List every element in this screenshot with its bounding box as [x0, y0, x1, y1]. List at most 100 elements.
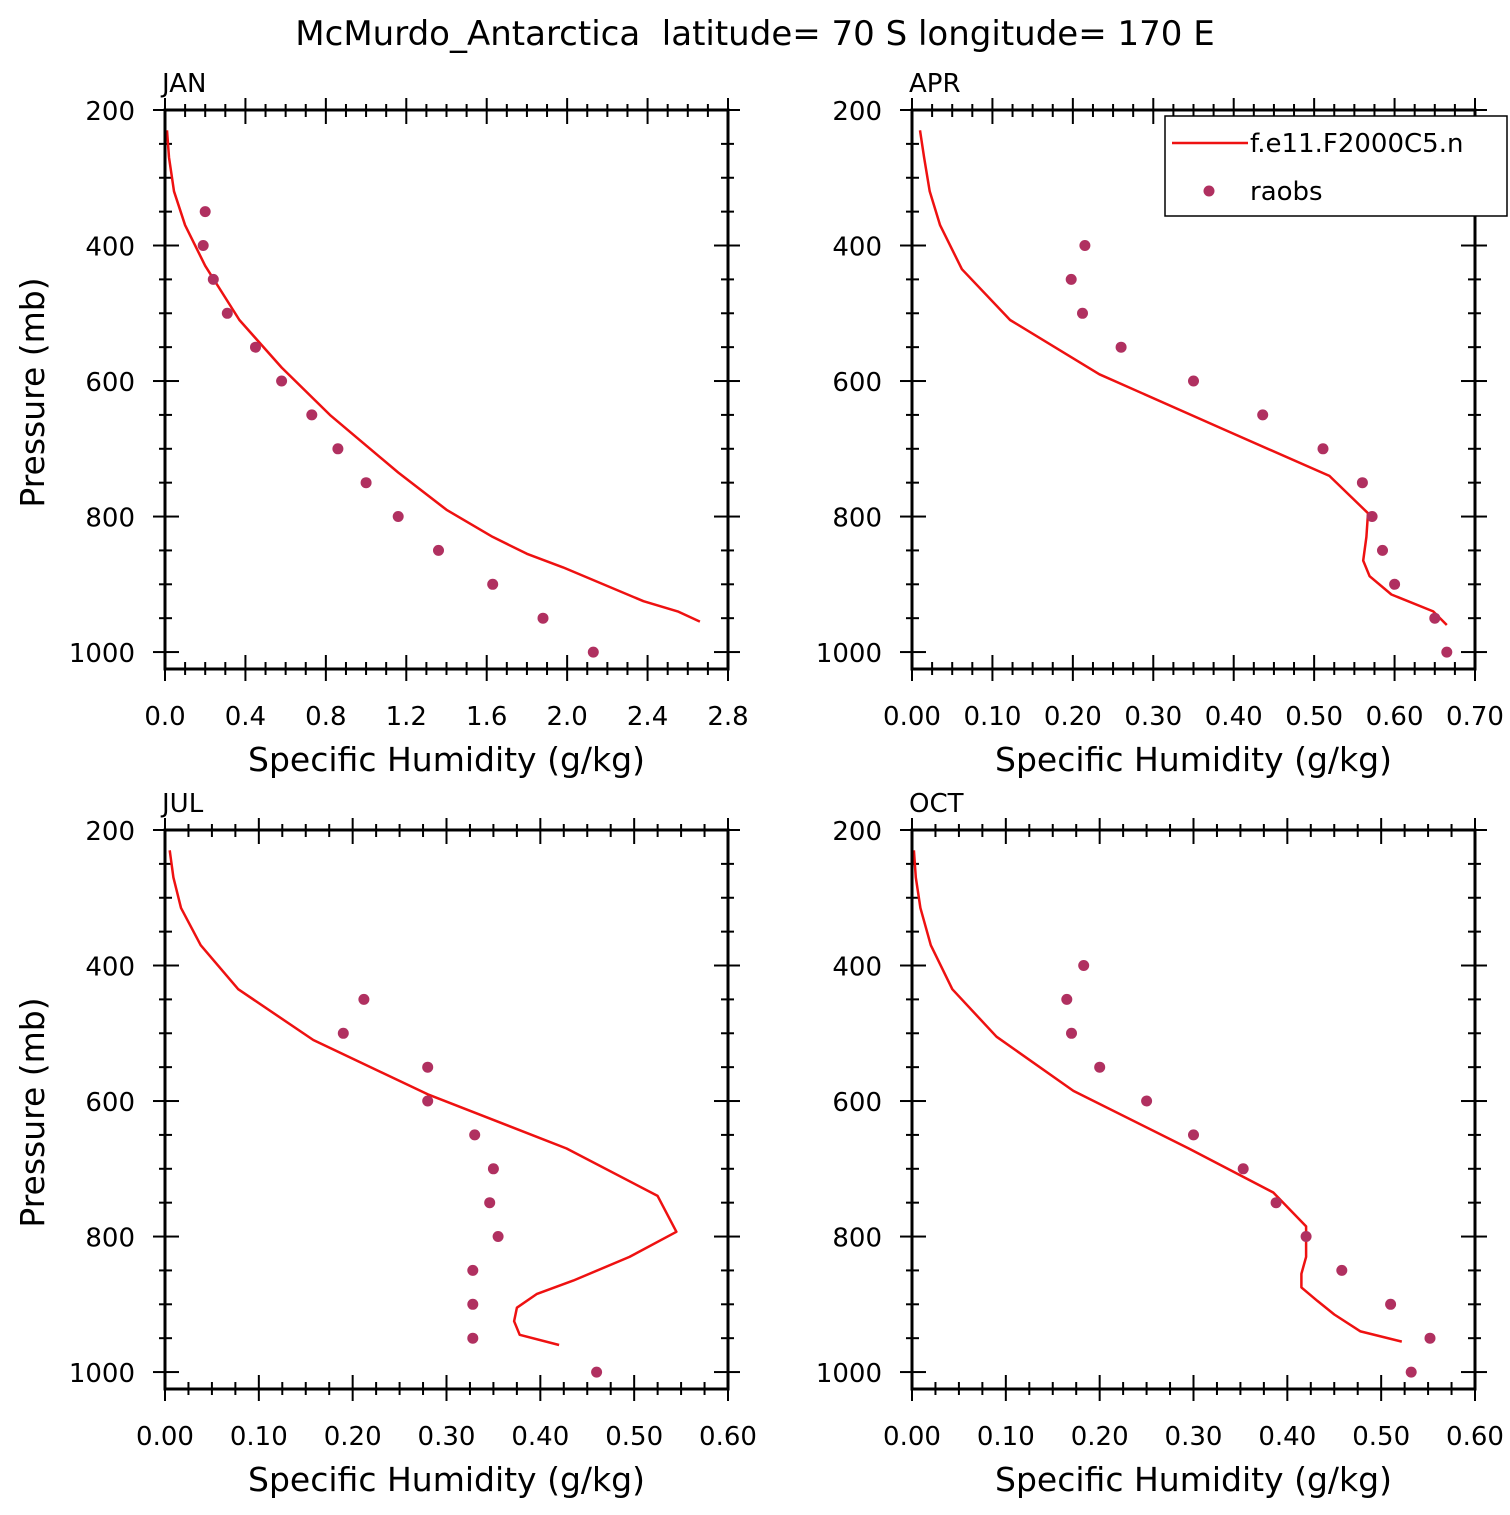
legend-box: [1164, 115, 1508, 217]
y-tick-label: 400: [832, 953, 882, 983]
x-tick-label: 0.60: [1366, 702, 1424, 732]
x-tick-label: 0.50: [1285, 702, 1343, 732]
model-line-oct: [912, 850, 1403, 1343]
plot-frame: [163, 108, 730, 671]
x-axis-label: Specific Humidity (g/kg): [995, 1460, 1392, 1499]
raobs-point: [1115, 341, 1127, 353]
x-tick-label: 2.8: [707, 702, 748, 732]
x-tick-label: 0.00: [883, 1422, 941, 1452]
raobs-point: [1257, 409, 1269, 421]
raobs-series-oct: [1061, 960, 1436, 1378]
panel-label-jan: JAN: [160, 69, 206, 99]
y-tick-label: 600: [832, 1088, 882, 1118]
raobs-point: [467, 1264, 479, 1276]
raobs-point: [1141, 1095, 1153, 1107]
raobs-point: [1078, 960, 1090, 971]
raobs-point: [1077, 307, 1088, 319]
x-tick-label: 0.60: [699, 1422, 757, 1452]
raobs-point: [422, 1061, 434, 1073]
raobs-point: [1237, 1163, 1249, 1175]
raobs-series-jan: [197, 206, 599, 658]
raobs-point: [591, 1366, 603, 1378]
raobs-point: [306, 409, 318, 421]
y-tick-label: 800: [85, 504, 135, 534]
y-tick-label: 1000: [69, 1359, 135, 1389]
x-tick-label: 0.30: [1124, 702, 1182, 732]
model-series-oct: [912, 850, 1403, 1343]
raobs-point: [392, 511, 404, 522]
x-tick-label: 0.70: [1446, 702, 1504, 732]
y-axis-label: Pressure (mb): [13, 997, 52, 1227]
raobs-point: [433, 544, 444, 556]
y-tick-label: 1000: [69, 639, 135, 669]
legend-entry-label: raobs: [1250, 177, 1323, 207]
raobs-point: [199, 206, 211, 218]
raobs-point: [332, 443, 344, 455]
x-tick-label: 0.40: [1258, 1422, 1316, 1452]
raobs-point: [1061, 993, 1073, 1005]
raobs-point: [360, 477, 372, 489]
model-series-jul: [168, 850, 678, 1347]
x-tick-label: 0.0: [144, 702, 185, 732]
plot-frame: [910, 108, 1477, 671]
y-tick-label: 1000: [816, 639, 882, 669]
raobs-point: [1065, 273, 1077, 285]
x-tick-label: 0.4: [225, 702, 266, 732]
y-tick-label: 1000: [816, 1359, 882, 1389]
y-tick-label: 400: [832, 233, 882, 263]
raobs-point: [1366, 511, 1378, 522]
legend-marker-symbol: [1203, 185, 1215, 197]
x-tick-label: 0.20: [324, 1422, 382, 1452]
plot-frame: [163, 828, 730, 1391]
raobs-point: [484, 1197, 496, 1209]
raobs-point: [492, 1231, 504, 1242]
x-tick-label: 2.0: [546, 702, 587, 732]
raobs-point: [1188, 375, 1199, 387]
model-line-jan: [165, 130, 701, 623]
raobs-point: [1385, 1298, 1397, 1310]
raobs-point: [221, 307, 233, 319]
x-axis-label: Specific Humidity (g/kg): [248, 740, 645, 779]
y-tick-label: 800: [85, 1224, 135, 1254]
raobs-point: [1377, 544, 1388, 556]
raobs-point: [358, 993, 370, 1005]
x-tick-label: 1.6: [466, 702, 507, 732]
x-tick-label: 0.30: [1165, 1422, 1223, 1452]
raobs-point: [467, 1298, 479, 1310]
model-series-jan: [165, 130, 701, 623]
raobs-point: [1441, 646, 1453, 658]
figure-title: McMurdo_Antarctica latitude= 70 S longit…: [295, 14, 1214, 54]
raobs-point: [1066, 1027, 1077, 1039]
raobs-point: [1094, 1061, 1106, 1073]
panel-label-jul: JUL: [160, 789, 204, 819]
raobs-series-jul: [337, 993, 603, 1378]
raobs-point: [487, 578, 499, 590]
raobs-point: [197, 240, 209, 251]
legend: f.e11.F2000C5.n raobs: [1164, 115, 1508, 217]
raobs-point: [1300, 1231, 1312, 1242]
raobs-point: [1317, 443, 1329, 455]
raobs-point: [1424, 1332, 1436, 1344]
x-tick-label: 0.20: [1071, 1422, 1129, 1452]
x-tick-label: 0.60: [1446, 1422, 1504, 1452]
x-tick-label: 0.00: [136, 1422, 194, 1452]
panel-label-apr: APR: [909, 69, 961, 99]
raobs-point: [337, 1027, 349, 1039]
x-tick-label: 0.40: [1205, 702, 1263, 732]
y-tick-label: 200: [832, 97, 882, 127]
raobs-point: [1270, 1197, 1282, 1209]
x-tick-label: 0.10: [977, 1422, 1035, 1452]
x-tick-label: 0.10: [230, 1422, 288, 1452]
raobs-point: [276, 375, 288, 387]
raobs-point: [1188, 1129, 1199, 1141]
raobs-point: [487, 1163, 499, 1175]
y-tick-label: 600: [85, 1088, 135, 1118]
x-tick-label: 0.50: [605, 1422, 663, 1452]
panel-label-oct: OCT: [909, 789, 964, 819]
raobs-point: [1336, 1264, 1348, 1276]
x-tick-label: 0.00: [883, 702, 941, 732]
y-axis-label: Pressure (mb): [13, 277, 52, 507]
x-tick-label: 0.40: [511, 1422, 569, 1452]
x-axis-label: Specific Humidity (g/kg): [248, 1460, 645, 1499]
